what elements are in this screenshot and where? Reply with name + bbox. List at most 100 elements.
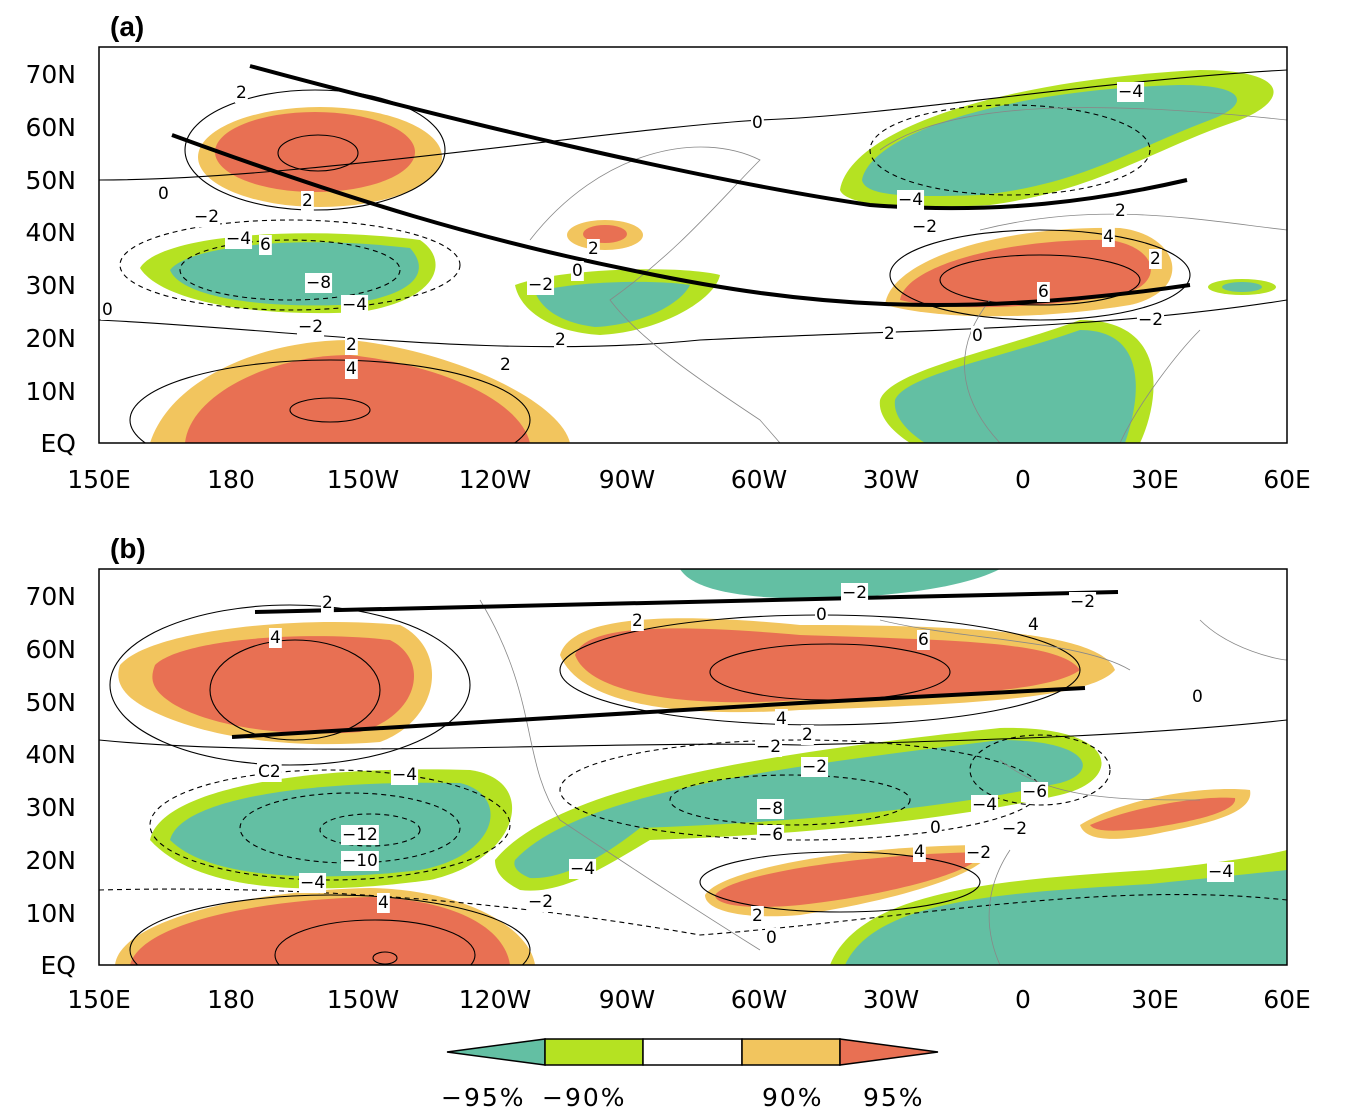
contour-label-background	[801, 757, 829, 777]
contour-label-background	[1037, 282, 1050, 302]
contour-label-background	[1102, 227, 1115, 247]
contour-label: 6	[1038, 282, 1049, 302]
contour-label: 0	[816, 605, 827, 625]
contour-label-background	[257, 762, 282, 782]
contour-label-background	[101, 300, 114, 320]
tick-label: 150E	[67, 465, 131, 494]
contour-label: 0	[1192, 687, 1203, 707]
contour-label-background	[345, 335, 358, 355]
contour-label: −2	[528, 275, 553, 295]
tick-label: 60E	[1263, 985, 1311, 1014]
tick-label: 10N	[25, 377, 76, 406]
tick-label: 20N	[25, 324, 76, 353]
tick-label: 150W	[327, 985, 399, 1014]
contour-label: 4	[1028, 615, 1039, 635]
colorbar	[446, 1038, 939, 1066]
tick-label: 60W	[731, 985, 788, 1014]
contour-label-background	[259, 235, 272, 255]
tick-label: 120W	[459, 465, 531, 494]
contour-label: 2	[1150, 249, 1161, 269]
colorbar-neg95	[446, 1038, 546, 1066]
contour-label: 2	[632, 611, 643, 631]
contour-label-background	[965, 843, 993, 863]
tick-label: 30E	[1131, 465, 1179, 494]
tick-label: 30N	[25, 793, 76, 822]
panel-a-label: (a)	[110, 11, 144, 42]
contour-label-background	[801, 725, 814, 745]
contour-label: 2	[588, 239, 599, 259]
panel-a: (a)	[25, 11, 1310, 494]
colorbar-label: 95%	[863, 1083, 925, 1112]
contour-label-background	[499, 355, 512, 375]
contour-label-background	[527, 892, 555, 912]
tick-label: 30E	[1131, 985, 1179, 1014]
contour-label: 4	[914, 842, 925, 862]
contour-label-background	[755, 737, 783, 757]
contour-label-background	[911, 217, 939, 237]
contour-label: −8	[306, 273, 331, 293]
contour-label-background	[751, 906, 764, 926]
tick-label: 30W	[863, 465, 920, 494]
contour-label: −4	[972, 795, 997, 815]
tick-label: 60N	[25, 635, 76, 664]
lat-axis-b: 70N 60N 50N 40N 30N 20N 10N EQ	[25, 582, 76, 980]
contour-label: −6	[1022, 782, 1047, 802]
lon-axis-a: 150E 180 150W 120W 90W 60W 30W 0 30E 60E	[67, 465, 1311, 494]
panel-b-label: (b)	[110, 533, 146, 564]
contour-label: −2	[912, 217, 937, 237]
contour-label-background	[815, 605, 828, 625]
tick-label: EQ	[41, 429, 76, 458]
contour-label: 4	[346, 359, 357, 379]
contour-label: −2	[528, 892, 553, 912]
contour-label: −12	[342, 825, 378, 845]
tick-label: 50N	[25, 166, 76, 195]
contour-label: −2	[842, 583, 867, 603]
contour-label-background	[193, 207, 221, 227]
contour-label-background	[571, 261, 584, 281]
contour-label-background	[917, 630, 930, 650]
contour-label: −6	[758, 825, 783, 845]
contour-label: 0	[752, 113, 763, 133]
contour-label-background	[1191, 687, 1204, 707]
coastlines	[479, 599, 1287, 965]
panel-b-map	[99, 569, 1287, 965]
contour-label: −4	[1208, 862, 1233, 882]
contour-label-background	[297, 317, 325, 337]
contour-label-background	[225, 229, 253, 249]
colorbar-labels: −95% −90% 90% 95%	[441, 1083, 925, 1112]
contour-label: 4	[270, 628, 281, 648]
contour-label: 0	[766, 928, 777, 948]
panel-b-frame	[98, 568, 1288, 966]
contour-label: 4	[378, 893, 389, 913]
tick-label: 50N	[25, 688, 76, 717]
contour-label: −4	[226, 229, 251, 249]
panel-a-map	[99, 64, 1287, 443]
contour-label-background	[631, 611, 644, 631]
contour-label-background	[569, 859, 597, 879]
tick-label: 150E	[67, 985, 131, 1014]
tick-label: 10N	[25, 899, 76, 928]
contour-label-background	[1069, 592, 1097, 612]
contour-label: −4	[1118, 82, 1143, 102]
contour-label-background	[345, 359, 358, 379]
contour-label-background	[1149, 249, 1162, 269]
tick-label: 60W	[731, 465, 788, 494]
contour-label-background	[841, 583, 869, 603]
contour-label-background	[1137, 310, 1165, 330]
contour-lines	[99, 69, 1287, 443]
contour-label-background	[883, 324, 896, 344]
contour-label-background	[971, 326, 984, 346]
tick-label: EQ	[41, 951, 76, 980]
contour-label: −4	[898, 190, 923, 210]
contour-label-background	[527, 275, 555, 295]
contour-label-background	[751, 113, 764, 133]
contour-label: −4	[342, 295, 367, 315]
jet-axis-lines	[231, 590, 1119, 739]
contour-label-background	[554, 330, 567, 350]
colorbar-pos95	[839, 1038, 939, 1066]
contour-label: −4	[570, 859, 595, 879]
contour-label-background	[757, 799, 785, 819]
contour-label: 6	[260, 235, 271, 255]
contour-label-background	[341, 295, 369, 315]
